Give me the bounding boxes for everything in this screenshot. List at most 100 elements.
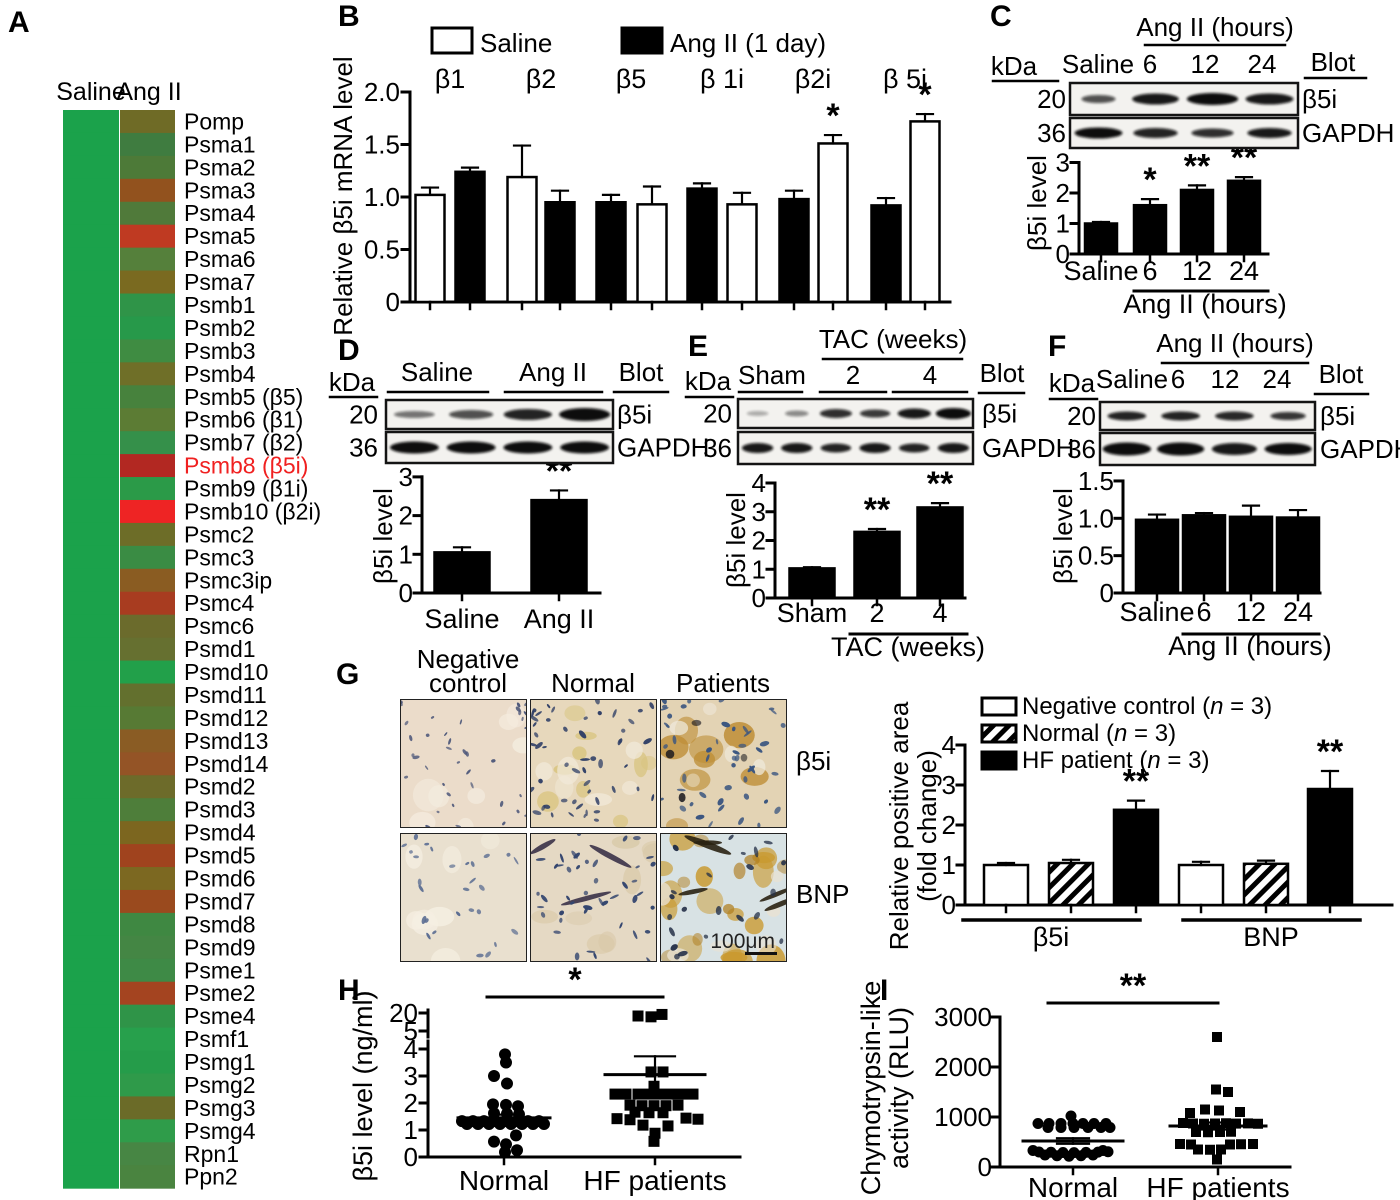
svg-text:HF patients: HF patients [1146, 1172, 1289, 1200]
svg-text:Psma7: Psma7 [184, 269, 256, 295]
svg-text:Psmd6: Psmd6 [184, 865, 256, 891]
svg-text:0: 0 [978, 1152, 992, 1182]
svg-text:Psmc6: Psmc6 [184, 613, 254, 639]
svg-text:0.5: 0.5 [1078, 541, 1114, 571]
svg-text:Normal: Normal [459, 1165, 549, 1196]
svg-text:β2: β2 [526, 64, 557, 94]
svg-text:Saline: Saline [401, 357, 473, 387]
svg-text:β5: β5 [616, 64, 647, 94]
svg-text:Psmg4: Psmg4 [184, 1118, 256, 1144]
svg-text:β5i: β5i [1033, 922, 1070, 952]
svg-text:Ang II: Ang II [519, 357, 587, 387]
svg-text:β5i level: β5i level [1048, 488, 1078, 584]
svg-text:Normal: Normal [1028, 1172, 1118, 1200]
svg-text:Blot: Blot [1311, 47, 1357, 77]
panel-e-blot: TAC (weeks) Sham 2 4 kDa Blot 20 β5i 36 GAPDH [684, 324, 1074, 466]
svg-text:24: 24 [1229, 256, 1259, 286]
svg-text:24: 24 [1248, 49, 1277, 79]
svg-text:Negative control (n = 3): Negative control (n = 3) [1022, 693, 1272, 720]
svg-text:100μm: 100μm [710, 930, 775, 953]
panel-c-label: C [990, 0, 1012, 33]
svg-text:β5i: β5i [982, 399, 1017, 429]
svg-text:20: 20 [389, 998, 418, 1028]
svg-text:Psmg2: Psmg2 [184, 1072, 256, 1098]
svg-text:Psmb1: Psmb1 [184, 292, 256, 318]
svg-text:Psmb4: Psmb4 [184, 361, 256, 387]
svg-text:Saline: Saline [424, 604, 499, 634]
svg-text:GAPDH: GAPDH [1320, 434, 1400, 464]
svg-text:(fold change): (fold change) [912, 750, 942, 902]
svg-text:0: 0 [1056, 239, 1070, 269]
svg-text:Sham: Sham [738, 360, 806, 390]
svg-text:Psmb3: Psmb3 [184, 338, 256, 364]
svg-text:Psmb6 (β1): Psmb6 (β1) [184, 407, 303, 433]
svg-text:Psma2: Psma2 [184, 154, 256, 180]
svg-text:Ang II: Ang II [116, 78, 181, 106]
svg-text:3: 3 [942, 770, 956, 800]
svg-text:Saline: Saline [1062, 49, 1134, 79]
svg-text:*: * [826, 97, 840, 135]
svg-text:*: * [1143, 161, 1157, 199]
svg-text:1.0: 1.0 [364, 182, 400, 212]
svg-text:2: 2 [942, 810, 956, 840]
ihc-image [660, 699, 787, 828]
svg-text:Relative positive area: Relative positive area [884, 701, 914, 950]
svg-text:**: ** [1123, 763, 1150, 801]
svg-text:3: 3 [399, 462, 413, 492]
svg-text:Ang II (hours): Ang II (hours) [1136, 12, 1294, 42]
ihc-image [530, 699, 657, 828]
panel-c-blot: Ang II (hours)Saline 6 12 24 kDa Blot 20 β5i 36 G… [991, 12, 1394, 150]
svg-text:Blot: Blot [980, 358, 1026, 388]
svg-text:Ang II (1 day): Ang II (1 day) [670, 28, 826, 58]
svg-text:Psmd4: Psmd4 [184, 820, 256, 846]
svg-text:Blot: Blot [1319, 359, 1365, 389]
svg-text:Ang II: Ang II [524, 604, 595, 634]
svg-text:Normal: Normal [551, 668, 635, 698]
svg-text:Psmd2: Psmd2 [184, 774, 256, 800]
svg-text:6: 6 [1171, 364, 1185, 394]
svg-text:Ang II (hours): Ang II (hours) [1156, 328, 1314, 358]
panel-d-blot: Saline Ang II kDa Blot 20 β5i 36 GAPDH [328, 357, 709, 465]
svg-text:TAC (weeks): TAC (weeks) [819, 324, 967, 354]
svg-text:20: 20 [1037, 84, 1066, 114]
svg-text:kDa: kDa [329, 367, 376, 397]
panel-d-label: D [338, 334, 360, 367]
svg-text:Psmd3: Psmd3 [184, 797, 256, 823]
svg-text:12: 12 [1182, 256, 1212, 286]
panel-b-label: B [338, 0, 360, 33]
svg-text:GAPDH: GAPDH [617, 433, 709, 463]
svg-text:12: 12 [1236, 597, 1266, 627]
svg-text:4: 4 [923, 360, 937, 390]
svg-text:36: 36 [703, 433, 732, 463]
svg-text:6: 6 [1143, 49, 1157, 79]
svg-text:Psmd10: Psmd10 [184, 659, 268, 685]
svg-text:2: 2 [404, 1088, 418, 1118]
svg-text:Psmd7: Psmd7 [184, 888, 256, 914]
svg-text:Rpn1: Rpn1 [184, 1141, 239, 1167]
svg-text:Saline: Saline [1096, 364, 1168, 394]
ihc-image [530, 833, 657, 962]
svg-text:3000: 3000 [934, 1002, 992, 1032]
svg-text:Saline: Saline [1119, 597, 1194, 627]
svg-text:Psmb10 (β2i): Psmb10 (β2i) [184, 498, 321, 524]
svg-text:0: 0 [399, 578, 413, 608]
svg-text:β1: β1 [435, 64, 466, 94]
svg-text:β5i: β5i [1302, 84, 1337, 114]
svg-text:Psmd1: Psmd1 [184, 636, 256, 662]
svg-text:1000: 1000 [934, 1102, 992, 1132]
svg-text:1: 1 [399, 539, 413, 569]
svg-text:Relative β5i mRNA level: Relative β5i mRNA level [328, 56, 358, 335]
svg-text:2: 2 [752, 526, 766, 556]
svg-text:Pomp: Pomp [184, 108, 244, 134]
svg-text:Negative: Negative [417, 644, 520, 674]
svg-text:Psmg1: Psmg1 [184, 1049, 256, 1075]
svg-text:12: 12 [1211, 364, 1240, 394]
